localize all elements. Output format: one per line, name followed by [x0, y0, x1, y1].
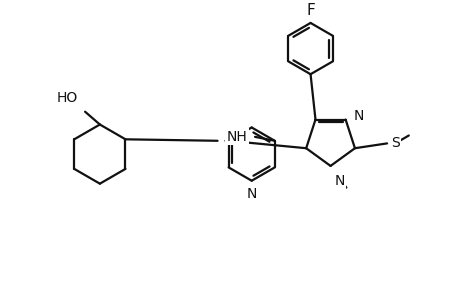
Text: S: S	[390, 136, 399, 150]
Text: F: F	[306, 3, 314, 18]
Text: NH: NH	[226, 130, 246, 144]
Text: N: N	[334, 174, 344, 188]
Text: N: N	[353, 109, 363, 123]
Text: N: N	[246, 187, 256, 201]
Text: HO: HO	[57, 91, 78, 105]
